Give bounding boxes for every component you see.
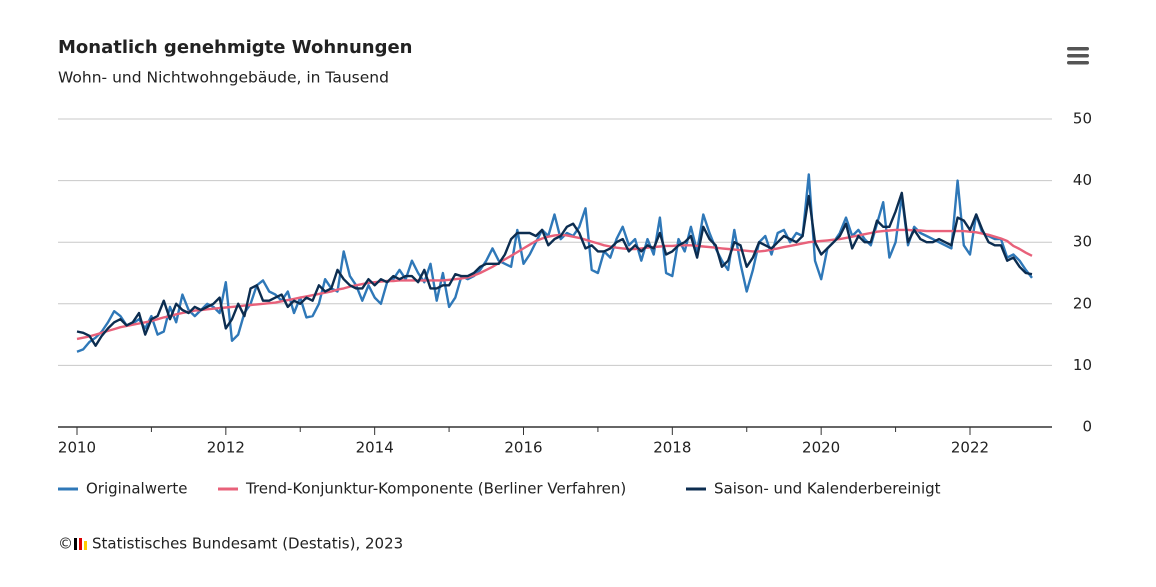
x-tick-label: 2018 [653,439,691,457]
flag-icon [74,538,87,550]
y-tick-label: 10 [1073,356,1092,374]
y-tick-label: 30 [1073,233,1092,251]
y-tick-label: 40 [1073,171,1092,189]
chart-title: Monatlich genehmigte Wohnungen [58,37,413,58]
chart-subtitle: Wohn- und Nichtwohngebäude, in Tausend [58,69,389,87]
x-tick-label: 2016 [504,439,542,457]
menu-button[interactable] [1067,47,1089,65]
series-line [76,173,1033,353]
x-tick-label: 2022 [951,439,989,457]
x-tick-label: 2014 [356,439,394,457]
y-tick-label: 50 [1073,110,1092,128]
source: Statistisches Bundesamt (Destatis), 2023 [92,535,403,553]
legend-label: Originalwerte [86,480,187,498]
copyright: © [58,535,73,553]
x-tick-label: 2010 [58,439,96,457]
x-tick-label: 2020 [802,439,840,457]
x-tick-label: 2012 [207,439,245,457]
y-tick-label: 0 [1082,418,1092,436]
y-tick-label: 20 [1073,294,1092,312]
series-line [76,191,1033,347]
legend-label: Trend-Konjunktur-Komponente (Berliner Ve… [245,480,626,498]
legend-label: Saison- und Kalenderbereinigt [714,480,941,498]
